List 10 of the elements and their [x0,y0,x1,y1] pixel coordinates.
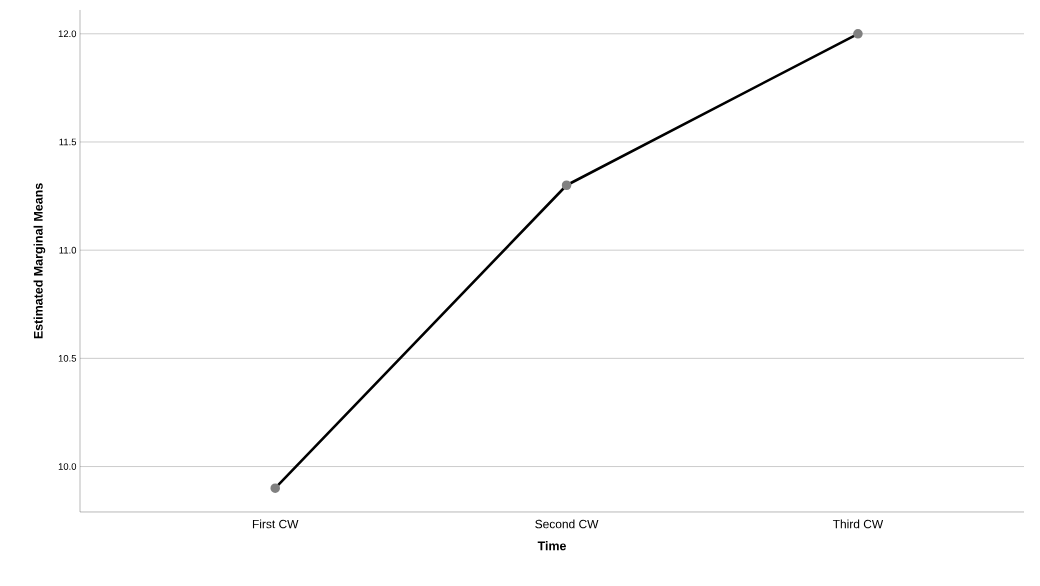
y-tick-label: 11.0 [59,246,77,254]
y-tick-label: 12.0 [58,30,77,38]
x-axis-title: Time [537,541,567,551]
y-tick-label: 11.5 [59,138,77,146]
x-tick-label: Second CW [535,519,599,529]
x-tick-label: First CW [252,519,299,529]
y-axis-title: Estimated Marginal Means [33,183,46,339]
x-tick-label: Third CW [832,519,884,529]
y-tick-label: 10.5 [58,355,77,362]
y-tick-label: 10.0 [58,463,77,470]
